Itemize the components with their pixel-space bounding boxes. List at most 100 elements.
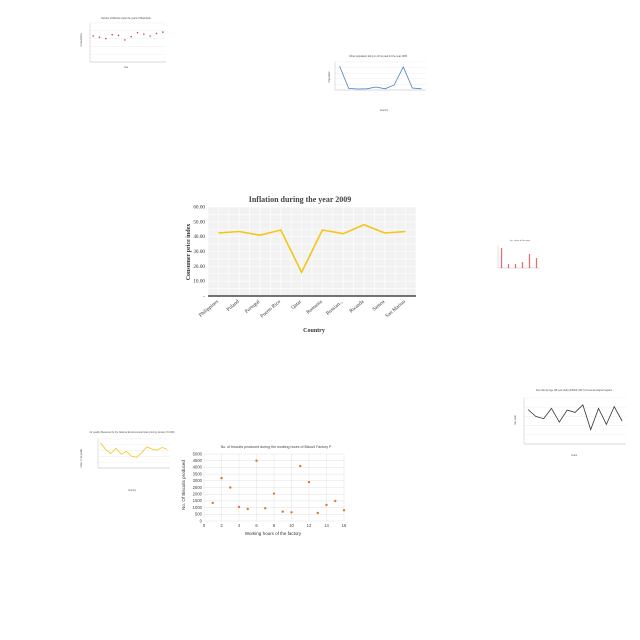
scatter-point — [117, 34, 120, 37]
scatter-point — [130, 35, 132, 38]
y-tick-labels: - 10.00 20.00 30.00 40.00 50.00 60.00 — [193, 205, 205, 300]
scatter-point — [229, 486, 232, 489]
x-tick-label: 16 — [342, 523, 347, 528]
bar-dot — [500, 266, 503, 268]
mini-plot — [523, 397, 626, 445]
bar-dot — [521, 262, 524, 264]
tiny-bar-mini-chart: Ins. share of the year — [497, 239, 540, 269]
chart-title: Air quality (Measured by the National En… — [90, 431, 175, 434]
chart-title: Ins. share of the year — [510, 239, 531, 242]
scatter-point — [105, 37, 107, 40]
bar-dot — [535, 264, 538, 266]
bar-dot — [528, 256, 531, 258]
y-tick-label: 0 — [200, 518, 203, 523]
scatter-point — [111, 33, 113, 36]
x-axis-title: Country — [128, 489, 137, 492]
scatter-point — [246, 507, 249, 511]
bar-dot — [500, 248, 503, 250]
mini-plot — [97, 438, 170, 469]
scatter-point — [272, 492, 276, 495]
y-tick-label: 40.00 — [193, 234, 205, 240]
series-line — [218, 223, 406, 275]
x-tick-label: Portugal — [244, 299, 262, 315]
scatter-point — [92, 35, 94, 37]
x-tick-label: San Marino — [384, 299, 407, 320]
scatter-point — [316, 511, 319, 515]
scatter-point — [162, 31, 164, 33]
bar-dot — [535, 260, 538, 262]
x-tick-label: 6 — [255, 523, 258, 528]
scatter-point — [290, 511, 293, 514]
bar-dot — [528, 260, 531, 262]
x-tick-labels: 0 2 4 6 8 10 12 14 16 — [203, 523, 347, 528]
x-tick-label: 0 — [203, 523, 206, 528]
y-axis-title: Consumption — [80, 33, 83, 47]
y-tick-label: - — [203, 294, 205, 300]
y-tick-label: 1000 — [193, 505, 203, 510]
x-tick-label: Romania — [305, 298, 324, 315]
air-quality-mini-chart: Air quality (Measured by the National En… — [80, 431, 175, 492]
y-tick-label: 1500 — [193, 498, 203, 503]
y-axis-title: No. Of Biscuits produced — [181, 460, 186, 510]
scatter-point — [143, 33, 145, 35]
scatter-point — [211, 501, 214, 505]
bar-dot — [500, 252, 503, 254]
inflation-line-chart: Inflation during the year 2009 - 10.00 20.… — [186, 195, 417, 334]
scatter-point — [255, 459, 258, 462]
bar-dot — [500, 254, 503, 256]
mini-plot — [334, 61, 426, 91]
urban-population-mini-chart: Urban population living in oil hot peat … — [328, 55, 426, 112]
x-tick-label: Poland — [226, 299, 241, 313]
y-axis-title: Sex ratio — [514, 415, 517, 425]
series-line — [527, 404, 623, 431]
sex-ratio-mini-chart: Sex ratio by age (25 year olds) (1000/F,… — [514, 389, 626, 457]
bar-dot — [528, 254, 531, 256]
mini-plot — [497, 245, 540, 269]
x-axis-title: Years — [571, 454, 578, 457]
scatter-point — [124, 39, 126, 41]
y-tick-label: 50.00 — [193, 219, 205, 225]
y-tick-label: 4000 — [193, 465, 203, 470]
x-tick-label: Russian... — [325, 299, 344, 317]
series-line — [339, 65, 422, 90]
x-tick-label: 10 — [289, 523, 294, 528]
scatter-point — [299, 464, 302, 468]
x-axis-title: Working hours of the factory — [245, 531, 302, 536]
chart-title: Inflation during the year 2009 — [249, 195, 352, 204]
bar-dot — [535, 266, 538, 268]
plot-grid — [203, 453, 345, 522]
bar-dot — [507, 264, 510, 266]
x-axis-title: Country — [380, 109, 389, 112]
y-axis-title: Consumer price index — [186, 224, 192, 281]
y-tick-label: 500 — [195, 512, 203, 517]
biscuits-years-mini-chart: Number of Biscuits under the years of Ma… — [80, 17, 166, 69]
x-tick-label: 2 — [220, 523, 223, 528]
x-axis-title: Year — [124, 66, 129, 69]
chart-title: Sex ratio by age (25 year olds) (1000/F,… — [536, 389, 613, 392]
bar-dot — [500, 264, 503, 266]
x-tick-label: 12 — [307, 523, 312, 528]
bar-dot — [500, 260, 503, 262]
x-tick-label: Puerto Rico — [259, 299, 282, 320]
chart-title: Urban population living in oil hot peat … — [349, 55, 408, 58]
mini-plot — [89, 22, 166, 63]
bar-dot — [500, 258, 503, 260]
bar-dot — [528, 262, 531, 264]
y-tick-label: 2500 — [193, 485, 203, 490]
y-tick-label: 4500 — [193, 458, 203, 463]
y-axis-title: Index of air quality — [80, 448, 83, 467]
series-line — [100, 442, 168, 458]
scatter-point — [307, 480, 311, 484]
bar-dot — [500, 250, 503, 252]
y-tick-label: 60.00 — [193, 205, 205, 211]
scatter-point — [264, 507, 267, 510]
biscuits-scatter-chart: No. of biscuits produced during the work… — [181, 445, 347, 536]
x-tick-label: Philippines — [198, 299, 220, 319]
x-tick-label: 4 — [238, 523, 241, 528]
y-tick-label: 30.00 — [193, 249, 205, 255]
plot-grid — [207, 206, 417, 297]
scatter-point — [149, 35, 151, 37]
y-axis-title: Population — [328, 71, 331, 83]
scatter-point — [325, 503, 328, 507]
